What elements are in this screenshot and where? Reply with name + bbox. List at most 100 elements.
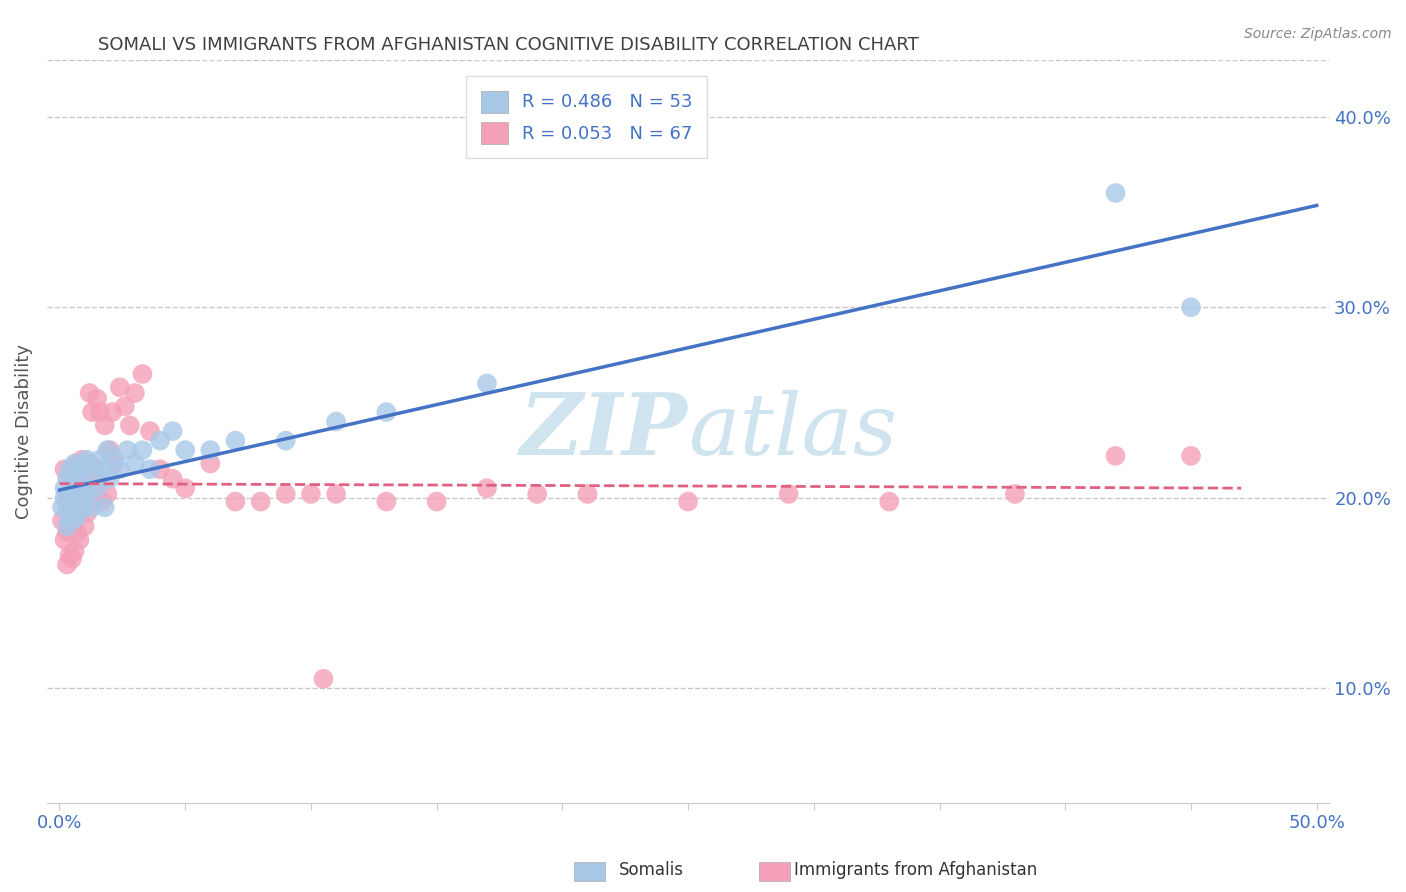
Y-axis label: Cognitive Disability: Cognitive Disability (15, 343, 32, 518)
Text: ZIP: ZIP (520, 389, 688, 473)
Point (162, 472, 184, 486)
Point (91, 462, 114, 476)
Point (174, 443, 197, 458)
Point (58, 494, 80, 508)
Point (79, 386, 101, 401)
Point (79, 481, 101, 495)
Point (108, 462, 131, 476)
Point (104, 457, 127, 471)
Point (325, 487, 347, 501)
Point (200, 443, 222, 458)
Point (149, 434, 172, 448)
Point (70, 462, 93, 476)
Point (312, 672, 335, 686)
Point (86, 481, 108, 495)
Point (1180, 449, 1202, 463)
Point (56, 558, 79, 572)
Point (131, 443, 153, 458)
Point (73, 462, 96, 476)
Point (1180, 300, 1202, 314)
Point (60, 514, 83, 528)
Point (60, 487, 83, 501)
Point (1104, 186, 1126, 200)
Point (118, 418, 141, 433)
Point (60, 551, 83, 566)
Point (676, 494, 699, 508)
Text: Somalis: Somalis (619, 861, 683, 879)
Point (224, 434, 246, 448)
Point (56, 472, 79, 486)
Point (53, 481, 76, 495)
Text: atlas: atlas (688, 390, 897, 473)
Point (139, 424, 162, 438)
Point (56, 519, 79, 533)
Point (299, 487, 322, 501)
Point (82, 500, 104, 515)
Point (63, 475, 86, 490)
Point (162, 424, 184, 438)
Point (877, 494, 900, 508)
Point (93, 418, 115, 433)
Point (70, 494, 93, 508)
Point (82, 405, 104, 419)
Point (76, 481, 98, 495)
Point (73, 519, 96, 533)
Point (69, 533, 91, 547)
Point (200, 457, 222, 471)
Point (66, 494, 89, 508)
Point (83, 475, 105, 490)
Point (174, 481, 197, 495)
Point (475, 481, 498, 495)
Point (82, 494, 104, 508)
Point (98, 443, 121, 458)
Text: Immigrants from Afghanistan: Immigrants from Afghanistan (794, 861, 1038, 879)
Point (70, 500, 93, 515)
Point (60, 475, 83, 490)
Point (375, 494, 398, 508)
Point (69, 500, 91, 515)
Point (274, 487, 297, 501)
Point (86, 392, 108, 406)
Point (51, 500, 73, 515)
Point (63, 500, 86, 515)
Point (56, 524, 79, 539)
Point (58, 548, 80, 562)
Point (51, 514, 73, 528)
Point (73, 491, 96, 505)
Point (98, 472, 121, 486)
Point (56, 500, 79, 515)
Point (76, 452, 98, 467)
Point (96, 443, 118, 458)
Point (96, 487, 118, 501)
Point (60, 500, 83, 515)
Point (89, 452, 111, 467)
Point (124, 457, 146, 471)
Point (69, 506, 91, 520)
Point (1104, 449, 1126, 463)
Legend: R = 0.486   N = 53, R = 0.053   N = 67: R = 0.486 N = 53, R = 0.053 N = 67 (467, 76, 707, 158)
Point (104, 452, 127, 467)
Point (131, 367, 153, 381)
Point (76, 506, 98, 520)
Text: SOMALI VS IMMIGRANTS FROM AFGHANISTAN COGNITIVE DISABILITY CORRELATION CHART: SOMALI VS IMMIGRANTS FROM AFGHANISTAN CO… (98, 36, 920, 54)
Point (93, 500, 115, 515)
Point (63, 462, 86, 476)
Point (89, 405, 111, 419)
Text: Source: ZipAtlas.com: Source: ZipAtlas.com (1244, 27, 1392, 41)
Point (63, 491, 86, 505)
Point (66, 467, 89, 482)
Point (114, 400, 136, 414)
Point (139, 462, 162, 476)
Point (117, 443, 139, 458)
Point (76, 475, 98, 490)
Point (426, 494, 449, 508)
Point (56, 491, 79, 505)
Point (108, 380, 131, 394)
Point (69, 472, 91, 486)
Point (375, 405, 398, 419)
Point (91, 494, 114, 508)
Point (249, 494, 271, 508)
Point (53, 533, 76, 547)
Point (66, 491, 89, 505)
Point (58, 509, 80, 524)
